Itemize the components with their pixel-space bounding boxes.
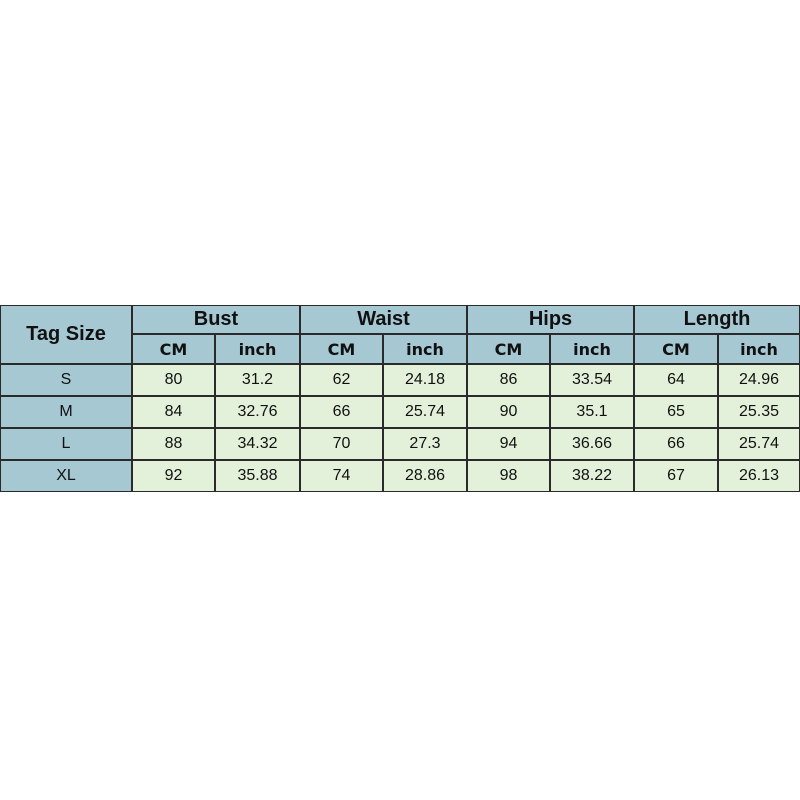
measurement: 34.32 [215, 428, 300, 460]
group-header: Hips [467, 305, 634, 334]
size-table: Tag Size Bust Waist Hips Length CM inch CM inch C… [0, 305, 800, 492]
measurement: 26.13 [718, 460, 800, 492]
measurement: 67 [634, 460, 718, 492]
measurement: 28.86 [383, 460, 467, 492]
group-header: Waist [300, 305, 467, 334]
corner-header: Tag Size [0, 305, 132, 364]
measurement: 31.2 [215, 364, 300, 396]
measurement: 74 [300, 460, 383, 492]
measurement: 70 [300, 428, 383, 460]
measurement: 62 [300, 364, 383, 396]
size-label: M [0, 396, 132, 428]
measurement: 92 [132, 460, 215, 492]
measurement: 24.96 [718, 364, 800, 396]
measurement: 90 [467, 396, 550, 428]
unit-header: CM [467, 334, 550, 364]
measurement: 33.54 [550, 364, 634, 396]
unit-header: CM [132, 334, 215, 364]
measurement: 65 [634, 396, 718, 428]
measurement: 86 [467, 364, 550, 396]
unit-header: CM [634, 334, 718, 364]
measurement: 66 [634, 428, 718, 460]
measurement: 66 [300, 396, 383, 428]
measurement: 98 [467, 460, 550, 492]
group-header: Length [634, 305, 800, 334]
measurement: 88 [132, 428, 215, 460]
measurement: 94 [467, 428, 550, 460]
unit-header: inch [383, 334, 467, 364]
measurement: 27.3 [383, 428, 467, 460]
group-header: Bust [132, 305, 300, 334]
measurement: 35.88 [215, 460, 300, 492]
measurement: 25.35 [718, 396, 800, 428]
measurement: 84 [132, 396, 215, 428]
measurement: 64 [634, 364, 718, 396]
measurement: 36.66 [550, 428, 634, 460]
measurement: 24.18 [383, 364, 467, 396]
measurement: 80 [132, 364, 215, 396]
measurement: 32.76 [215, 396, 300, 428]
unit-header: inch [718, 334, 800, 364]
measurement: 25.74 [718, 428, 800, 460]
measurement: 35.1 [550, 396, 634, 428]
unit-header: CM [300, 334, 383, 364]
unit-header: inch [550, 334, 634, 364]
measurement: 25.74 [383, 396, 467, 428]
unit-header: inch [215, 334, 300, 364]
measurement: 38.22 [550, 460, 634, 492]
size-label: L [0, 428, 132, 460]
size-label: XL [0, 460, 132, 492]
size-label: S [0, 364, 132, 396]
